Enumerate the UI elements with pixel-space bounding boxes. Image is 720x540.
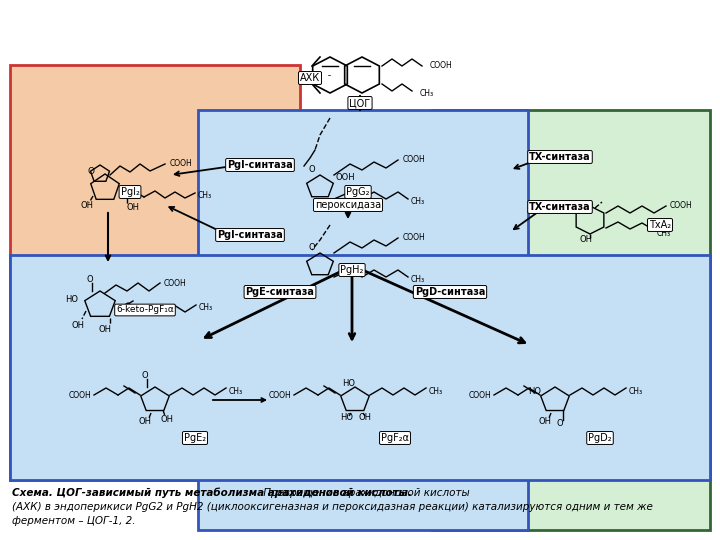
Text: Превращение арахидоновой кислоты: Превращение арахидоновой кислоты [260, 488, 469, 498]
Text: пероксидаза: пероксидаза [315, 200, 381, 210]
Text: PgE-синтаза: PgE-синтаза [246, 287, 315, 297]
Text: TxA₂: TxA₂ [649, 220, 671, 230]
Text: HO: HO [341, 414, 354, 422]
Text: (АХК) в эндоперикиси PgG2 и PgH2 (циклооксигеназная и пероксидазная реакции) кат: (АХК) в эндоперикиси PgG2 и PgH2 (циклоо… [12, 502, 653, 512]
Text: OH: OH [359, 414, 372, 422]
Text: HO: HO [66, 295, 78, 305]
Text: CH₃: CH₃ [657, 228, 671, 238]
Text: OOH: OOH [336, 172, 355, 181]
Text: PgF₂α: PgF₂α [381, 433, 409, 443]
Text: ферментом – ЦОГ-1, 2.: ферментом – ЦОГ-1, 2. [12, 516, 135, 526]
Text: CH₃: CH₃ [411, 275, 425, 285]
Text: PgI-синтаза: PgI-синтаза [227, 160, 293, 170]
Text: HO: HO [528, 388, 541, 396]
Text: O: O [309, 244, 315, 253]
Text: CH₃: CH₃ [229, 387, 243, 395]
Text: OH: OH [539, 417, 552, 427]
Text: АХК: АХК [300, 73, 320, 83]
Text: TX-синтаза: TX-синтаза [529, 152, 591, 162]
Text: 6-keto-PgF₁α: 6-keto-PgF₁α [116, 306, 174, 314]
Text: CH₃: CH₃ [420, 90, 434, 98]
Text: OH: OH [138, 417, 151, 427]
Text: PgH₂: PgH₂ [341, 265, 364, 275]
Text: OH: OH [580, 235, 593, 245]
Text: CH₃: CH₃ [411, 198, 425, 206]
Text: PgD₂: PgD₂ [588, 433, 612, 443]
Text: PgI-синтаза: PgI-синтаза [217, 230, 283, 240]
Text: O: O [587, 200, 593, 210]
Text: O: O [572, 207, 580, 217]
Text: TX-синтаза: TX-синтаза [529, 202, 591, 212]
Text: Схема. ЦОГ-зависимый путь метаболизма арахидоновой кислоты.: Схема. ЦОГ-зависимый путь метаболизма ар… [12, 488, 412, 498]
Text: COOH: COOH [68, 390, 91, 400]
Text: OH: OH [127, 204, 140, 213]
Text: CH₃: CH₃ [629, 387, 643, 395]
Text: PgI₂: PgI₂ [120, 187, 140, 197]
Text: O: O [86, 275, 94, 285]
Text: ЦОГ: ЦОГ [349, 98, 371, 108]
Text: PgE₂: PgE₂ [184, 433, 206, 443]
Text: COOH: COOH [170, 159, 193, 168]
Text: PgD-синтаза: PgD-синтаза [415, 287, 485, 297]
Text: O: O [557, 420, 563, 429]
Text: CH₃: CH₃ [429, 387, 443, 395]
Text: COOH: COOH [670, 201, 693, 211]
Text: OH: OH [99, 326, 112, 334]
Text: COOH: COOH [403, 233, 426, 242]
Bar [432, 110, 710, 530]
Text: O: O [88, 166, 94, 176]
Bar [10, 65, 300, 480]
Text: OH: OH [161, 415, 174, 424]
Bar [10, 255, 710, 480]
Text: PgG₂: PgG₂ [346, 187, 370, 197]
Text: COOH: COOH [403, 156, 426, 165]
Text: CH₃: CH₃ [198, 192, 212, 200]
Text: HO: HO [343, 379, 356, 388]
Bar [198, 110, 528, 530]
Text: CH₃: CH₃ [199, 303, 213, 313]
Text: O: O [142, 370, 148, 380]
Text: OH: OH [71, 321, 84, 329]
Text: COOH: COOH [164, 279, 186, 287]
Text: O: O [309, 165, 315, 174]
Text: COOH: COOH [468, 390, 491, 400]
Text: OH: OH [81, 201, 94, 211]
Text: COOH: COOH [269, 390, 291, 400]
Text: COOH: COOH [430, 62, 453, 71]
